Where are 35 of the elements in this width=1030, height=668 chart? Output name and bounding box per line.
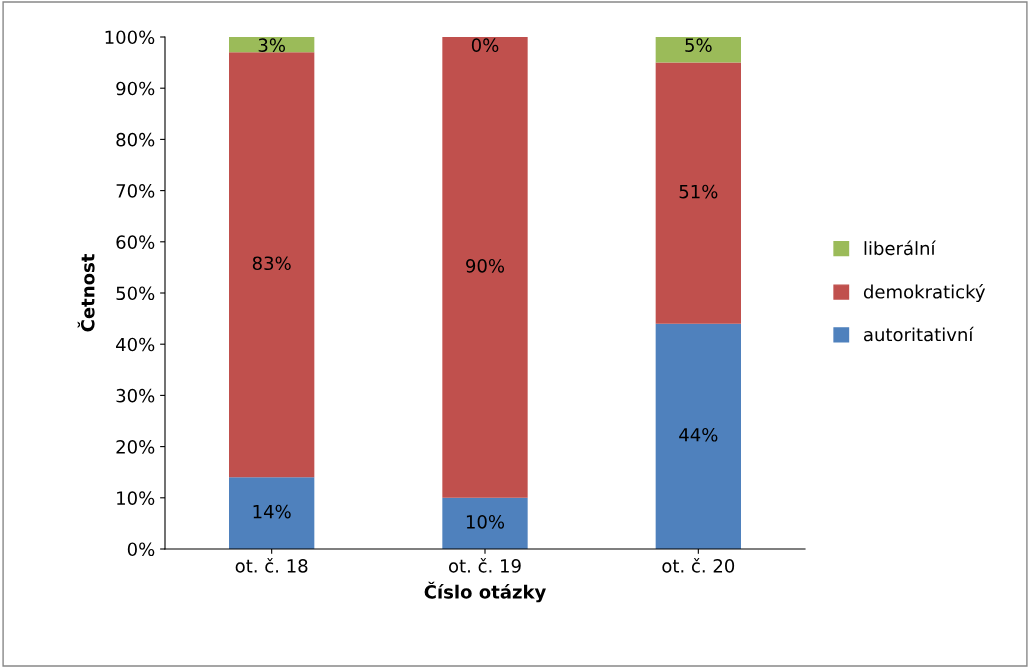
y-tick-label: 20% [116,440,155,454]
data-label: 0% [471,38,499,52]
y-tick-label: 80% [116,132,155,147]
data-label: 51% [679,184,718,199]
y-tick-label: 10% [117,491,155,505]
legend-label: autoritativní [864,326,974,342]
bar [442,37,528,498]
data-label: 5% [685,38,712,52]
bar [229,52,315,478]
data-label: 90% [466,258,505,273]
data-label: 44% [679,427,718,442]
bar [655,62,741,324]
bar [655,37,741,63]
y-tick-label: 70% [116,184,155,198]
y-tick-label: 90% [116,81,155,96]
bar [655,323,741,549]
bar [229,477,315,549]
y-axis-title: Četnost [77,254,95,332]
y-tick-label: 60% [116,235,155,249]
legend-label: demokratický [863,283,986,303]
y-tick-label: 40% [116,337,155,352]
x-tick-label: ot. č. 20 [662,558,735,573]
x-axis-title: Číslo otázky [424,581,546,603]
x-tick-label: ot. č. 19 [449,558,521,573]
y-tick-label: 30% [116,388,155,403]
data-label: 83% [252,256,291,271]
y-tick-label: 0% [127,542,155,557]
data-label: 3% [258,38,285,52]
data-label: 14% [253,504,291,519]
bar [442,497,528,549]
x-tick-label: ot. č. 18 [235,558,308,573]
y-tick-label: 100% [105,30,155,45]
legend-label: liberální [864,240,936,256]
data-label: 10% [466,514,505,529]
y-tick-label: 50% [116,286,155,301]
